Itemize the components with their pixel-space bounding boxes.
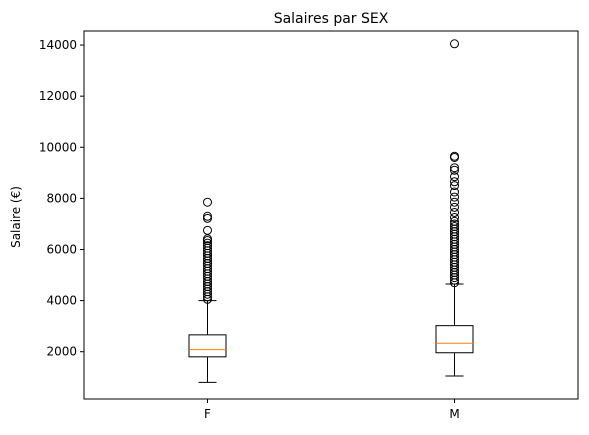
outlier-point	[450, 177, 459, 187]
plot-frame	[83, 30, 579, 400]
box-iqr	[188, 334, 227, 358]
outlier-point	[450, 187, 459, 197]
outlier-point	[203, 238, 212, 248]
outlier-point	[450, 207, 459, 217]
x-tick-label: M	[449, 407, 459, 421]
outlier-point	[450, 222, 459, 231]
outlier-point	[450, 197, 459, 207]
outlier-point	[203, 241, 212, 251]
box-group-f	[188, 197, 227, 383]
outlier-point	[450, 216, 459, 226]
outlier-point	[450, 202, 459, 212]
outlier-point	[203, 211, 212, 221]
box-group-m	[435, 39, 474, 377]
outlier-point	[450, 151, 459, 161]
outlier-point	[450, 39, 459, 49]
y-tick-label: 2000	[46, 345, 77, 359]
chart-title: Salaires par SEX	[274, 11, 389, 27]
outlier-point	[203, 213, 212, 223]
outlier-point	[203, 225, 212, 235]
y-axis-label: Salaire (€)	[9, 186, 23, 248]
y-tick-label: 12000	[39, 89, 77, 103]
outlier-point	[450, 163, 459, 173]
outlier-point	[203, 197, 212, 207]
outlier-point	[450, 219, 459, 229]
y-tick-label: 14000	[39, 38, 77, 52]
plot-area: 2000 4000 6000 8000 10000 12000 14000 F M	[39, 38, 474, 421]
x-tick-label: F	[204, 407, 211, 421]
y-tick-label: 6000	[46, 243, 77, 257]
y-tick-label: 10000	[39, 140, 77, 154]
y-tick-label: 4000	[46, 294, 77, 308]
outlier-point	[450, 181, 459, 191]
box-iqr	[435, 325, 474, 354]
outlier-point	[450, 192, 459, 202]
outlier-point	[450, 213, 459, 223]
outlier-point	[450, 165, 459, 175]
y-tick-label: 8000	[46, 191, 77, 205]
outlier-point	[450, 172, 459, 182]
